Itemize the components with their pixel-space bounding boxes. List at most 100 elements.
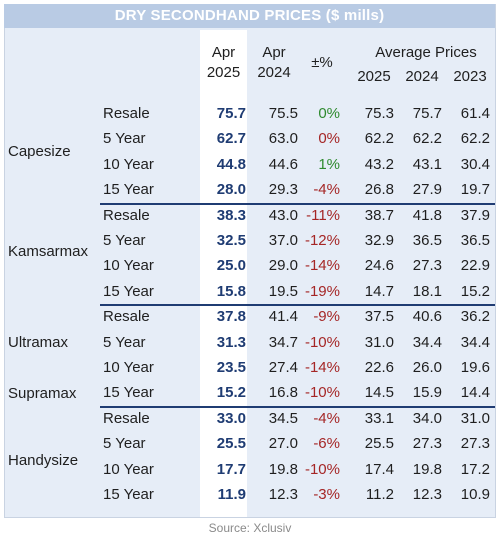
- cell-apr-2024: 34.7: [268, 333, 298, 351]
- group-separator: [100, 202, 495, 205]
- cell-apr-2024: 27.0: [268, 435, 298, 453]
- cell-apr-2025: 23.5: [216, 359, 246, 376]
- group-label: Ultramax: [8, 334, 69, 351]
- cell-pct-change: -4%: [313, 409, 340, 427]
- cell-avg-2025: 26.8: [364, 181, 394, 199]
- cell-apr-2024: 41.4: [268, 308, 298, 326]
- cell-apr-2025: 11.9: [217, 486, 246, 503]
- cell-avg-2024: 18.1: [412, 282, 442, 300]
- row-age-label: Resale: [103, 105, 150, 122]
- cell-avg-2024: 40.6: [412, 308, 442, 326]
- cell-avg-2025: 43.2: [364, 155, 394, 173]
- row-age-label: Resale: [103, 409, 150, 427]
- cell-apr-2025: 15.8: [216, 282, 246, 300]
- cell-avg-2025: 11.2: [365, 486, 394, 503]
- cell-pct-change: -9%: [313, 308, 340, 326]
- cell-avg-2024: 75.7: [412, 105, 442, 122]
- cell-avg-2024: 36.5: [412, 232, 442, 249]
- cell-pct-change: 0%: [318, 105, 340, 122]
- cell-apr-2025: 32.5: [216, 232, 246, 249]
- cell-apr-2024: 34.5: [268, 409, 298, 427]
- cell-apr-2024: 29.0: [268, 257, 298, 275]
- cell-avg-2023: 30.4: [460, 155, 490, 173]
- row-age-label: 5 Year: [103, 435, 146, 453]
- header-pct-change: ±%: [311, 54, 333, 71]
- cell-apr-2024: 44.6: [268, 155, 298, 173]
- cell-avg-2023: 36.2: [460, 308, 490, 326]
- row-age-label: 10 Year: [103, 460, 154, 478]
- cell-avg-2024: 41.8: [412, 206, 442, 224]
- cell-avg-2024: 27.9: [412, 181, 442, 199]
- cell-apr-2025: 25.5: [216, 435, 246, 453]
- source-note: Source: Xclusiv: [208, 521, 292, 535]
- cell-apr-2024: 75.5: [268, 105, 298, 122]
- cell-apr-2024: 43.0: [268, 206, 298, 224]
- cell-avg-2025: 17.4: [364, 460, 394, 478]
- cell-pct-change: -19%: [304, 282, 340, 300]
- header-apr-2024: Apr 2024: [251, 44, 297, 81]
- cell-avg-2023: 15.2: [460, 282, 490, 300]
- cell-pct-change: -14%: [304, 257, 340, 275]
- cell-avg-2023: 17.2: [460, 460, 490, 478]
- cell-avg-2023: 14.4: [460, 384, 490, 402]
- row-age-label: 15 Year: [103, 181, 154, 199]
- row-age-label: 5 Year: [103, 232, 146, 249]
- cell-avg-2023: 27.3: [460, 435, 490, 453]
- cell-pct-change: -6%: [313, 435, 340, 453]
- cell-apr-2025: 75.7: [216, 105, 246, 122]
- cell-avg-2024: 15.9: [412, 384, 442, 402]
- cell-apr-2025: 28.0: [216, 181, 246, 199]
- group-label: Capesize: [8, 143, 71, 160]
- cell-avg-2024: 27.3: [412, 435, 442, 453]
- cell-avg-2023: 22.9: [460, 257, 490, 275]
- cell-pct-change: -11%: [306, 206, 340, 224]
- row-age-label: Resale: [103, 206, 150, 224]
- row-age-label: Resale: [103, 308, 150, 326]
- cell-avg-2024: 12.3: [412, 486, 442, 503]
- header-avg-2023: 2023: [453, 68, 487, 85]
- table-title: DRY SECONDHAND PRICES ($ mills): [4, 4, 495, 28]
- cell-avg-2024: 19.8: [412, 460, 442, 478]
- header-average-prices: Average Prices: [375, 44, 477, 61]
- cell-apr-2024: 19.5: [268, 282, 298, 300]
- row-age-label: 15 Year: [103, 282, 154, 300]
- cell-pct-change: -4%: [313, 181, 340, 199]
- cell-pct-change: -14%: [304, 359, 340, 376]
- cell-avg-2023: 61.4: [460, 105, 490, 122]
- cell-avg-2023: 31.0: [460, 409, 490, 427]
- cell-apr-2024: 63.0: [268, 130, 298, 148]
- row-age-label: 10 Year: [103, 257, 154, 275]
- header-apr-2025-month: Apr: [211, 44, 236, 61]
- cell-apr-2024: 29.3: [268, 181, 298, 199]
- group-label: Handysize: [8, 452, 79, 469]
- cell-avg-2025: 38.7: [364, 206, 394, 224]
- cell-pct-change: 1%: [318, 155, 340, 173]
- cell-avg-2025: 14.5: [364, 384, 394, 402]
- cell-avg-2024: 26.0: [412, 359, 442, 376]
- cell-apr-2024: 12.3: [268, 486, 298, 503]
- header-avg-2024: 2024: [405, 68, 439, 85]
- row-age-label: 5 Year: [103, 333, 146, 351]
- cell-apr-2025: 37.8: [216, 308, 246, 326]
- cell-avg-2025: 32.9: [364, 232, 394, 249]
- cell-apr-2025: 25.0: [216, 257, 246, 275]
- cell-pct-change: -10%: [304, 460, 340, 478]
- cell-apr-2025: 38.3: [216, 206, 246, 224]
- group-separator: [100, 405, 495, 408]
- cell-avg-2025: 37.5: [364, 308, 394, 326]
- cell-avg-2024: 34.0: [412, 409, 442, 427]
- cell-avg-2024: 34.4: [412, 333, 442, 351]
- cell-apr-2025: 17.7: [216, 460, 246, 478]
- cell-avg-2025: 14.7: [364, 282, 394, 300]
- row-age-label: 10 Year: [103, 359, 154, 376]
- row-age-label: 10 Year: [103, 155, 154, 173]
- row-age-label: 15 Year: [103, 486, 154, 503]
- header-apr-2025: Apr 2025: [200, 44, 247, 81]
- cell-pct-change: -10%: [304, 384, 340, 402]
- cell-pct-change: -12%: [304, 232, 340, 249]
- cell-avg-2023: 36.5: [460, 232, 490, 249]
- cell-apr-2025: 31.3: [216, 333, 246, 351]
- cell-avg-2024: 27.3: [412, 257, 442, 275]
- cell-avg-2025: 22.6: [364, 359, 394, 376]
- cell-apr-2024: 16.8: [268, 384, 298, 402]
